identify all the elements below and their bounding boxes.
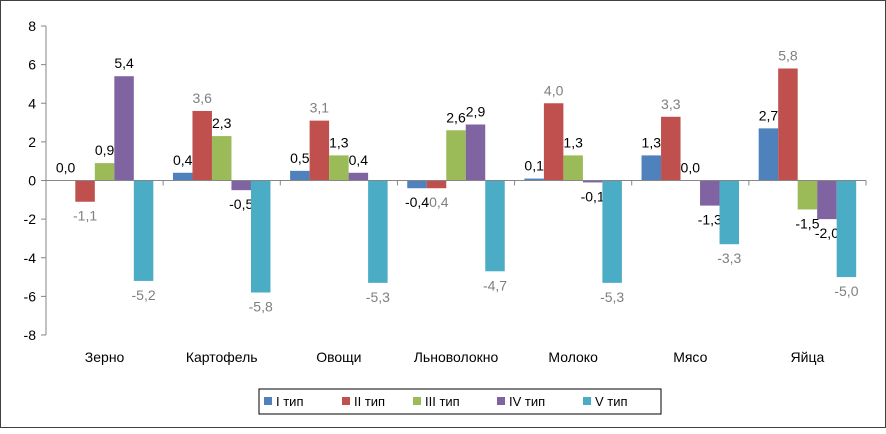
y-tick-label: -8: [24, 327, 37, 343]
data-label: 1,3: [563, 134, 583, 150]
data-label: 0,0: [681, 160, 701, 176]
bar: [173, 173, 193, 181]
bar: [290, 171, 310, 181]
data-label: -0,1: [581, 188, 605, 204]
legend-swatch: [342, 397, 350, 405]
category-label: Мясо: [673, 349, 707, 365]
data-label: -5,3: [600, 289, 624, 305]
data-label: -3,3: [717, 250, 741, 266]
legend-swatch: [413, 397, 421, 405]
category-label: Яйца: [791, 349, 825, 365]
data-label: 0,0: [56, 160, 76, 176]
data-label: 1,3: [642, 134, 662, 150]
data-label: -1,1: [73, 208, 97, 224]
bar: [192, 111, 212, 181]
bar: [544, 103, 564, 180]
bar: [466, 124, 486, 180]
legend-label: V тип: [595, 394, 628, 409]
bar: [349, 173, 369, 181]
bar: [95, 163, 115, 180]
data-label: 0,1: [524, 158, 544, 174]
legend-label: I тип: [276, 394, 303, 409]
legend-label: III тип: [425, 394, 460, 409]
data-label: 4,0: [544, 82, 564, 98]
bar: [446, 130, 466, 180]
bar: [407, 181, 427, 189]
data-label: -0,4: [424, 194, 448, 210]
data-label: -5,2: [132, 287, 156, 303]
bar: [114, 76, 134, 180]
bar: [251, 181, 271, 293]
data-label: 2,9: [466, 103, 486, 119]
legend-label: IV тип: [509, 394, 545, 409]
data-label: 1,3: [329, 134, 349, 150]
y-tick-label: 2: [28, 134, 36, 150]
data-label: 0,4: [349, 152, 369, 168]
bar: [368, 181, 388, 283]
legend-swatch: [264, 397, 272, 405]
category-label: Молоко: [548, 349, 598, 365]
data-label: -5,3: [366, 289, 390, 305]
bar: [602, 181, 622, 283]
bar: [759, 128, 779, 180]
category-label: Овощи: [316, 349, 361, 365]
bar: [720, 181, 740, 245]
data-label: 0,4: [173, 152, 193, 168]
bar: [485, 181, 505, 272]
bar: [310, 121, 330, 181]
y-tick-label: 0: [28, 173, 36, 189]
data-label: 2,7: [759, 107, 779, 123]
bar: [134, 181, 154, 281]
category-label: Картофель: [186, 349, 258, 365]
bar: [778, 68, 798, 180]
category-label: Зерно: [85, 349, 125, 365]
data-label: -4,7: [483, 277, 507, 293]
data-label: 3,3: [661, 96, 681, 112]
y-tick-label: 6: [28, 57, 36, 73]
bar: [642, 155, 662, 180]
bar: [329, 155, 349, 180]
bar: [700, 181, 720, 206]
bar: [798, 181, 818, 210]
data-label: 2,3: [212, 115, 232, 131]
bar: [837, 181, 857, 278]
data-label: 3,6: [192, 90, 212, 106]
bar: [427, 181, 447, 189]
data-label: -0,5: [229, 196, 253, 212]
y-tick-label: -4: [24, 250, 37, 266]
legend-swatch: [497, 397, 505, 405]
data-label: 5,8: [778, 47, 798, 63]
bar: [231, 181, 251, 191]
data-label: -5,0: [834, 283, 858, 299]
legend-swatch: [583, 397, 591, 405]
bar: [75, 181, 95, 202]
y-tick-label: 4: [28, 95, 36, 111]
y-tick-label: -6: [24, 288, 37, 304]
y-tick-label: -2: [24, 211, 37, 227]
bar: [661, 117, 681, 181]
data-label: 2,6: [446, 109, 466, 125]
data-label: 5,4: [114, 55, 134, 71]
data-label: 0,5: [290, 150, 310, 166]
legend-label: II тип: [354, 394, 385, 409]
data-label: 3,1: [310, 100, 330, 116]
y-tick-label: 8: [28, 18, 36, 34]
bar: [817, 181, 837, 220]
data-label: -5,8: [249, 299, 273, 315]
bar: [212, 136, 232, 180]
bar: [563, 155, 583, 180]
data-label: 0,9: [95, 142, 115, 158]
data-label: -1,3: [698, 212, 722, 228]
data-label: -2,0: [815, 225, 839, 241]
category-label: Льноволокно: [414, 349, 499, 365]
